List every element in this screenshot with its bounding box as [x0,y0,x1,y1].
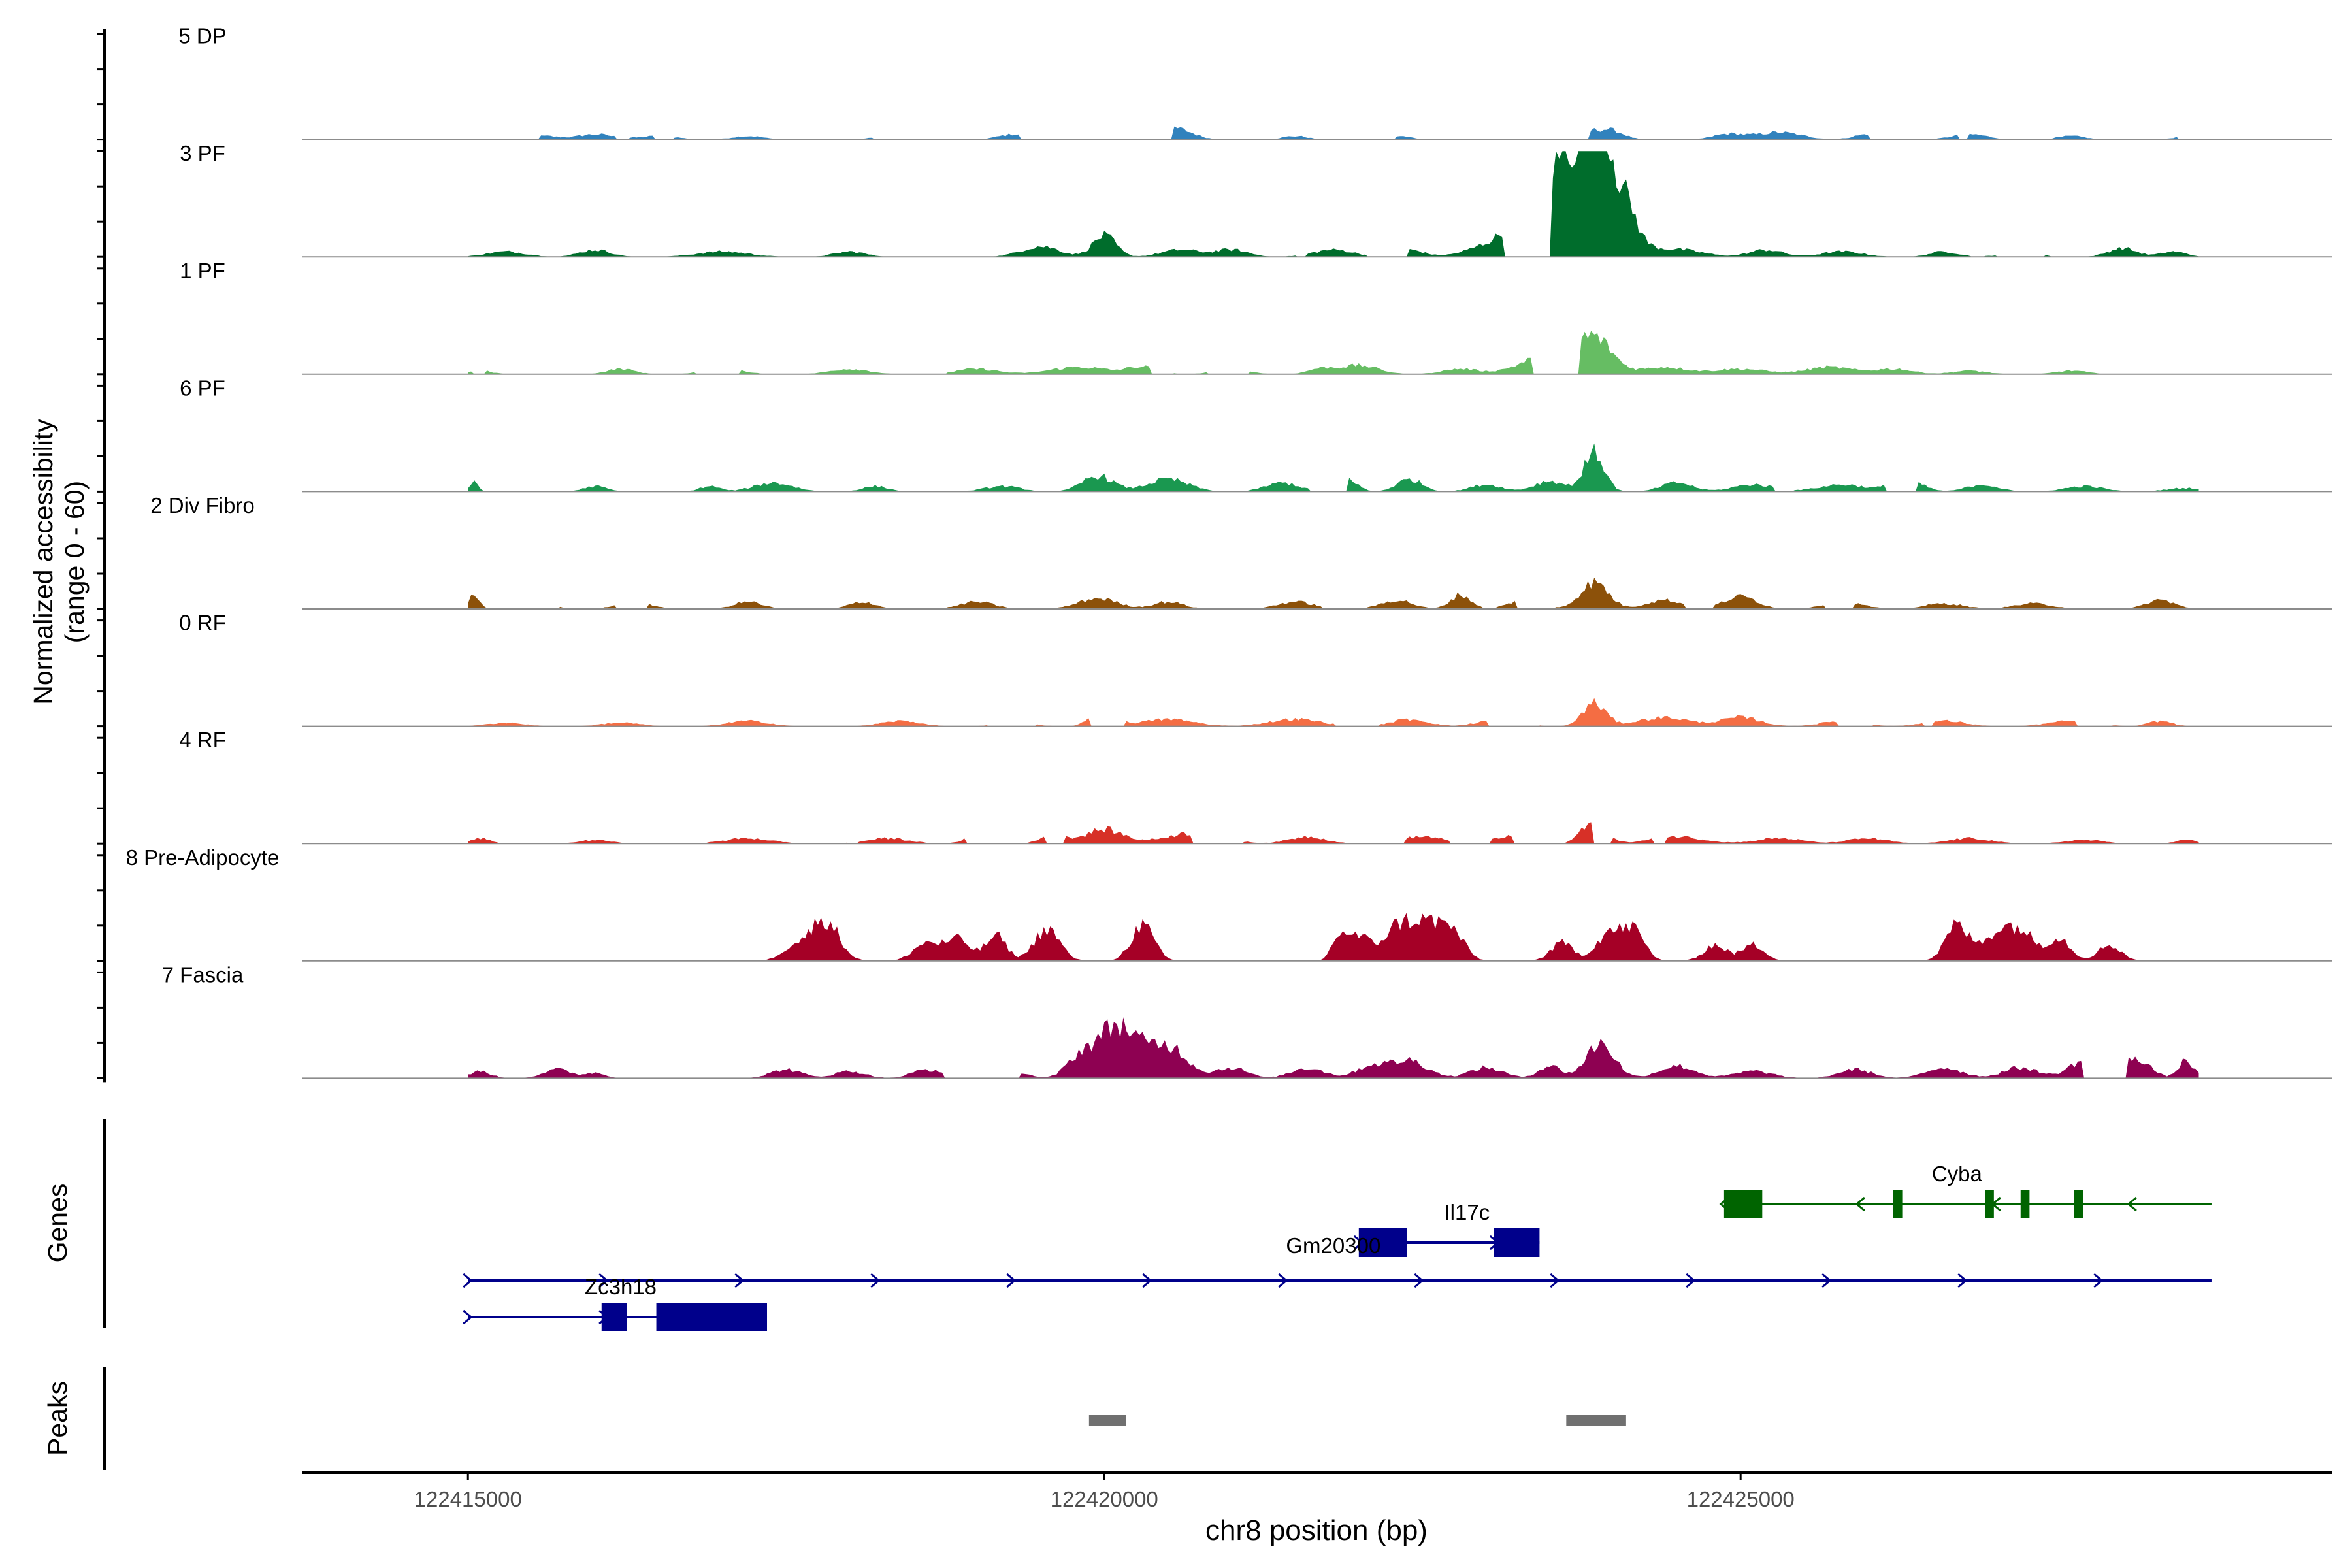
exon [1723,1190,1763,1218]
strand-arrow [1957,1273,1968,1288]
peak-region [1566,1415,1626,1426]
strand-arrow [1855,1196,1865,1212]
peak-region [1088,1415,1126,1426]
exon [1893,1190,1903,1218]
track-2: 1 PF [180,259,2332,375]
strand-arrow [1006,1273,1017,1288]
track-label: 2 Div Fibro [150,493,255,517]
exon [656,1303,768,1331]
peaks-track [1088,1415,1626,1426]
track-label: 5 DP [178,24,226,48]
strand-arrow [1686,1273,1696,1288]
gene-name: Zc3h18 [585,1275,657,1299]
gene-name: Gm20300 [1286,1233,1380,1258]
gene-zc3h18: Zc3h18 [463,1275,768,1331]
track-label: 3 PF [180,141,225,165]
track-label: 0 RF [179,611,226,635]
exon [601,1303,627,1331]
strand-arrow [1278,1273,1288,1288]
exon [1494,1228,1540,1257]
exon [2074,1190,2083,1218]
coverage-tracks: 5 DP 3 PF 1 PF 6 PF 2 Div Fibro 0 RF 4 RF 8 Pre… [126,24,2332,1079]
track-label: 6 PF [180,376,225,400]
strand-arrow [1550,1273,1560,1288]
strand-arrow [463,1309,473,1325]
track-4: 2 Div Fibro [150,493,2332,610]
x-tick-label: 122415000 [414,1487,522,1511]
peaks-label: Peaks [42,1381,73,1456]
coverage-area [468,577,2199,609]
strand-arrow [870,1273,881,1288]
x-tick-label: 122420000 [1051,1487,1158,1511]
track-5: 0 RF [179,611,2332,727]
strand-arrow [734,1273,745,1288]
coverage-area [468,1017,2199,1079]
strand-arrow [2093,1273,2104,1288]
exon [2020,1190,2030,1218]
coverage-area [468,443,2199,492]
genes-label: Genes [42,1184,73,1263]
track-label: 4 RF [179,728,226,752]
gene-name: Cyba [1932,1162,1983,1186]
track-0: 5 DP [178,24,2332,140]
x-axis: 122415000 122420000 122425000 [302,1471,2332,1511]
coverage-y-axis [97,29,106,1083]
exon [1358,1228,1407,1257]
strand-arrow [1414,1273,1424,1288]
gene-gm20300: Gm20300 [463,1233,2212,1288]
coverage-y-label: Normalized accessibility [28,419,58,705]
strand-arrow [463,1273,473,1288]
strand-arrow [2127,1196,2137,1212]
coverage-area [468,822,2199,844]
track-3: 6 PF [180,376,2332,493]
gene-name: Il17c [1445,1200,1490,1224]
strand-arrow [1821,1273,1832,1288]
track-label: 7 Fascia [162,962,244,987]
gene-il17c: Il17c [1353,1200,1540,1257]
coverage-area [468,126,2199,140]
coverage-area [468,698,2199,727]
track-label: 1 PF [180,259,225,283]
coverage-area [468,331,2199,374]
coverage-area [468,913,2199,961]
coverage-y-label-range: (range 0 - 60) [59,481,90,643]
track-8: 7 Fascia [162,962,2332,1079]
strand-arrow [1142,1273,1152,1288]
track-label: 8 Pre-Adipocyte [126,845,280,870]
x-tick-label: 122425000 [1687,1487,1795,1511]
track-7: 8 Pre-Adipocyte [126,845,2332,962]
coverage-area [468,151,2199,257]
strand-arrow [598,1273,609,1288]
genes-track: Cyba Il17c Gm20300 Zc3h18 [463,1162,2212,1331]
track-6: 4 RF [179,728,2332,845]
gene-cyba: Cyba [1719,1162,2212,1218]
track-1: 3 PF [180,141,2332,258]
exon [1985,1190,1994,1218]
x-axis-label: chr8 position (bp) [1205,1514,1428,1546]
